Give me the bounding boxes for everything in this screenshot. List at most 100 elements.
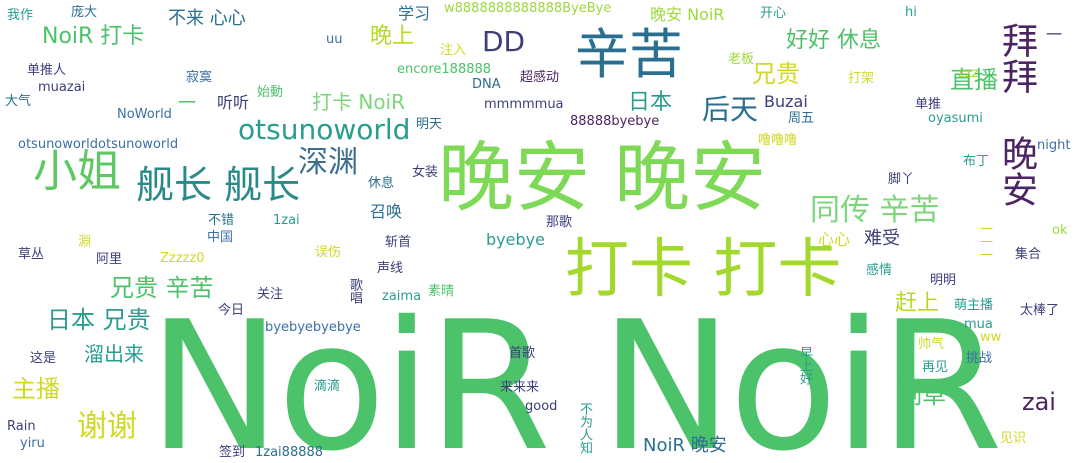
word-mua: mua bbox=[964, 317, 993, 332]
word-v-zhan: 淵 bbox=[75, 234, 90, 247]
word-encore: encore188888 bbox=[397, 62, 492, 77]
word-onezai: 1zai bbox=[273, 213, 300, 228]
word-dna: DNA bbox=[472, 77, 501, 92]
word-zheshi: 这是 bbox=[30, 351, 57, 366]
word-dajia: 打架 bbox=[848, 71, 875, 86]
word-houtian: 后天 bbox=[702, 93, 759, 126]
word-shuaiqi: 帅气 bbox=[918, 337, 945, 352]
word-wanshang: 晚上 bbox=[370, 24, 415, 49]
word-zai: zai bbox=[1022, 388, 1056, 416]
word-dantui: 单推 bbox=[915, 97, 942, 112]
word-v-gehao: 歌唱 bbox=[347, 278, 362, 304]
word-nvzhuang: 女装 bbox=[412, 165, 439, 180]
word-jihe: 集合 bbox=[1015, 247, 1042, 262]
word-wanan-big: 晚安 晚安 bbox=[438, 133, 767, 222]
word-zhibo: 直播 bbox=[950, 66, 998, 94]
word-pangda: 庞大 bbox=[71, 5, 98, 20]
word-uu: uu bbox=[326, 32, 343, 47]
word-budin: 布丁 bbox=[963, 154, 990, 169]
word-xinku: 辛苦 bbox=[575, 23, 683, 86]
word-daka-noir: 打卡 NoiR bbox=[312, 90, 406, 114]
word-daqi: 大气 bbox=[5, 94, 32, 109]
word-jiaoya: 脚丫 bbox=[888, 172, 915, 187]
word-otsu: otsunoworld bbox=[238, 113, 411, 146]
word-shengxian: 声线 bbox=[377, 261, 404, 276]
word-hi: hi bbox=[905, 5, 917, 20]
word-guanzhu: 关注 bbox=[257, 287, 284, 302]
word-dash1: 一 bbox=[178, 93, 196, 114]
word-ww: ww bbox=[980, 330, 1002, 345]
word-otsuotsu: otsunoworldotsunoworld bbox=[18, 137, 179, 152]
word-byebyebye: byebyebyebye bbox=[265, 320, 361, 335]
word-buzai: Buzai bbox=[764, 92, 808, 111]
word-wushang: 误伤 bbox=[315, 245, 342, 260]
word-shenyuan: 深渊 bbox=[298, 145, 358, 180]
word-dantuiren: 单推人 bbox=[27, 63, 67, 78]
word-muazai: muazai bbox=[38, 80, 86, 95]
word-daka-big: 打卡 打卡 bbox=[565, 233, 842, 307]
word-v-buweirenzhi: 不为人知 bbox=[577, 402, 592, 454]
word-jianzhang: 舰长 舰长 bbox=[136, 163, 301, 207]
word-zzz: zzz bbox=[958, 66, 979, 81]
word-xiaojie: 小姐 bbox=[33, 146, 121, 197]
word-riben: 日本 bbox=[628, 90, 673, 115]
word-jianshi: 见识 bbox=[1000, 431, 1027, 446]
word-xiuxi: 休息 bbox=[368, 176, 395, 191]
word-ganqing: 感情 bbox=[866, 263, 893, 278]
word-xuexi: 学习 bbox=[398, 4, 431, 23]
word-ok: ok bbox=[1052, 223, 1068, 238]
word-zzzz0: Zzzzz0 bbox=[160, 251, 205, 266]
word-mingming: 明明 bbox=[930, 273, 957, 288]
word-bulai: 不来 心心 bbox=[168, 8, 246, 29]
word-shidong: 始動 bbox=[257, 85, 284, 100]
word-shouge: 首歌 bbox=[509, 346, 536, 361]
word-zaima: zaima bbox=[382, 289, 422, 304]
word-ali: 阿里 bbox=[96, 252, 123, 267]
word-taibangle: 太棒了 bbox=[1020, 303, 1060, 318]
word-noir-big: NoiR NoiR bbox=[148, 283, 1003, 463]
word-tongchuan: 同传 辛苦 bbox=[810, 193, 940, 228]
word-suqing: 素晴 bbox=[428, 284, 455, 299]
word-jimo: 寂寞 bbox=[186, 70, 213, 85]
word-noir-wanan: NoiR 晚安 bbox=[643, 435, 727, 456]
word-good: good bbox=[525, 399, 558, 414]
word-v-dash: 一 bbox=[1043, 26, 1062, 42]
word-jinri: 今日 bbox=[218, 303, 245, 318]
word-caocong: 草丛 bbox=[18, 247, 45, 262]
word-mingtian: 明天 bbox=[416, 117, 443, 132]
word-zhuru: 注入 bbox=[440, 43, 467, 58]
word-kaixin: 开心 bbox=[760, 6, 787, 21]
word-zhaohuan: 召唤 bbox=[370, 202, 403, 221]
word-tiaozhan: 挑战 bbox=[966, 351, 993, 366]
word-onezai888: 1zai88888 bbox=[255, 445, 324, 460]
word-qiandao: 签到 bbox=[219, 445, 246, 460]
word-xiongui: 兄贵 bbox=[752, 60, 800, 88]
word-v-zaoshang: 早上好 bbox=[797, 346, 812, 385]
word-byebye888: 88888byebye bbox=[570, 114, 660, 129]
word-nage: 那歌 bbox=[546, 215, 573, 230]
word-liuchulai: 溜出来 bbox=[84, 342, 144, 366]
word-haohao: 好好 休息 bbox=[786, 28, 881, 53]
word-noworld: NoWorld bbox=[117, 107, 172, 122]
word-rain: Rain bbox=[7, 419, 36, 434]
word-baibai: 拜拜 晚安 bbox=[996, 22, 1037, 207]
word-bucuo: 不错 bbox=[208, 213, 235, 228]
word-dd: DD bbox=[482, 25, 526, 58]
word-yiru: yiru bbox=[20, 436, 45, 451]
word-chaogandong: 超感动 bbox=[520, 70, 560, 85]
word-zhanshou: 斩首 bbox=[385, 235, 412, 250]
word-wanan-noir: 晚安 NoiR bbox=[650, 5, 725, 24]
word-menzhubo: 萌主播 bbox=[954, 298, 994, 313]
word-zhouwu: 周五 bbox=[788, 111, 815, 126]
word-zhubo: 主播 bbox=[12, 375, 60, 403]
word-didi: 滴滴 bbox=[314, 379, 341, 394]
word-laoban: 老板 bbox=[728, 52, 755, 67]
word-v-yizhi: 一一一 bbox=[977, 222, 992, 261]
word-tingting: 听听 bbox=[217, 93, 250, 112]
word-lailailai: 来来来 bbox=[500, 380, 540, 395]
word-woza: 我作 bbox=[7, 8, 34, 23]
word-zhongguo: 中国 bbox=[207, 230, 234, 245]
word-riben-xiongui: 日本 兄贵 bbox=[47, 306, 151, 334]
word-nanshou: 难受 bbox=[864, 228, 900, 249]
